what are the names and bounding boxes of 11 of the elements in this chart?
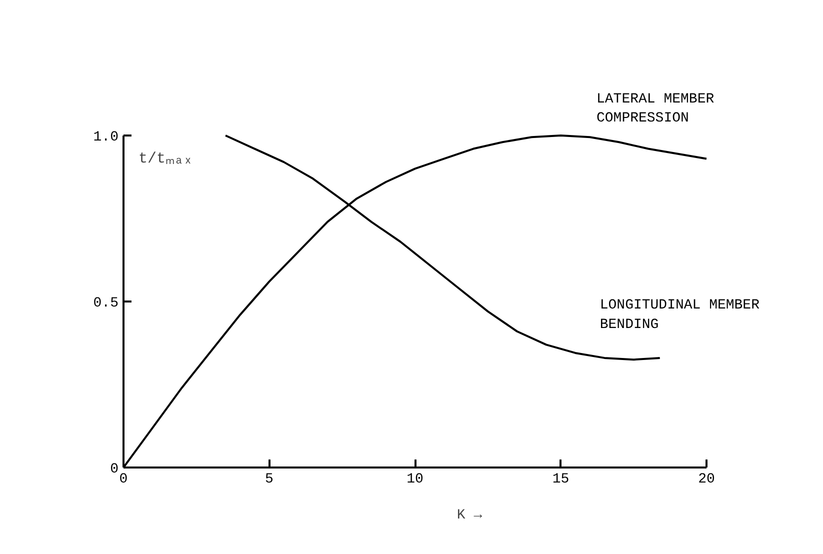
- x-tick-label: 5: [265, 472, 274, 488]
- x-tick-label: 10: [406, 472, 424, 488]
- x-tick-label: 20: [698, 472, 715, 488]
- series-label: LONGITUDINAL MEMBER BENDING: [600, 298, 760, 333]
- y-axis-title: t/tₘₐₓ: [138, 150, 193, 168]
- y-tick-label: 0.5: [93, 296, 119, 312]
- x-tick-label: 15: [552, 472, 570, 488]
- y-tick-label: 1.0: [93, 130, 119, 146]
- series-label: LATERAL MEMBER COMPRESSION: [596, 92, 715, 127]
- y-tick-label: 0: [110, 462, 119, 478]
- x-axis-title: K →: [456, 508, 483, 524]
